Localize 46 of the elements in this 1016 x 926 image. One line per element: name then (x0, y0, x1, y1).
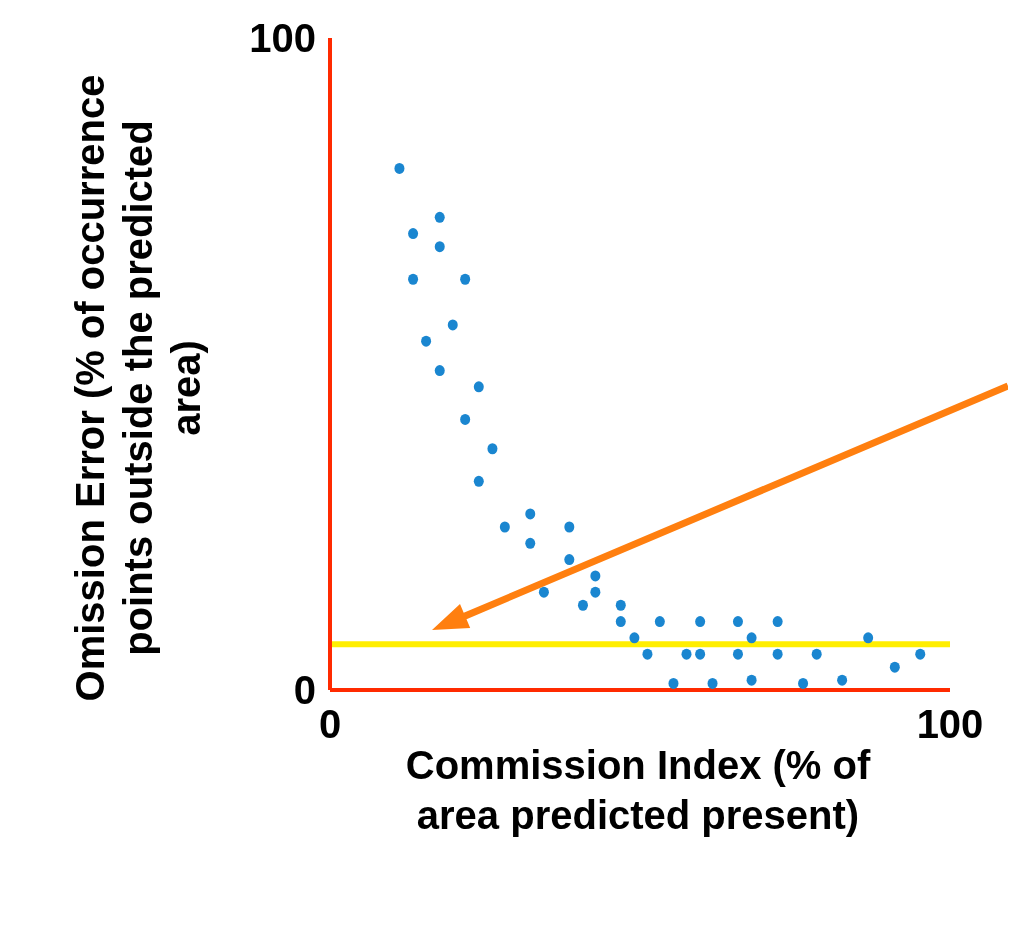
point (695, 616, 706, 628)
point (434, 211, 445, 223)
y-axis-title: Omission Error (% of occurrence points outside the predicted area) (67, 73, 209, 704)
point (654, 616, 665, 628)
x-axis-title: Commission Index (% of area predicted present) (404, 742, 872, 839)
point (615, 616, 626, 628)
point (525, 508, 536, 520)
point (394, 162, 405, 174)
point (798, 677, 809, 689)
point (811, 648, 822, 660)
point (408, 228, 419, 240)
point (732, 616, 743, 628)
point (695, 648, 706, 660)
point (642, 648, 653, 660)
point (681, 648, 692, 660)
point (668, 677, 679, 689)
point (615, 599, 626, 611)
point (408, 273, 419, 285)
point (564, 521, 575, 533)
point (434, 241, 445, 253)
point (564, 554, 575, 566)
point (746, 674, 757, 686)
point (915, 648, 926, 660)
point (590, 586, 601, 598)
point (889, 661, 900, 673)
point (421, 335, 432, 347)
point (473, 475, 484, 487)
point (732, 648, 743, 660)
point (460, 413, 471, 425)
point (590, 570, 601, 582)
point (499, 521, 510, 533)
point (460, 273, 471, 285)
point (837, 674, 848, 686)
point (772, 616, 783, 628)
point (447, 319, 458, 331)
point (577, 599, 588, 611)
point (487, 443, 498, 455)
point (629, 632, 640, 644)
point (746, 632, 757, 644)
point (538, 586, 549, 598)
point (525, 537, 536, 549)
point (473, 381, 484, 393)
point (772, 648, 783, 660)
point (863, 632, 874, 644)
point (434, 365, 445, 377)
point (707, 677, 718, 689)
